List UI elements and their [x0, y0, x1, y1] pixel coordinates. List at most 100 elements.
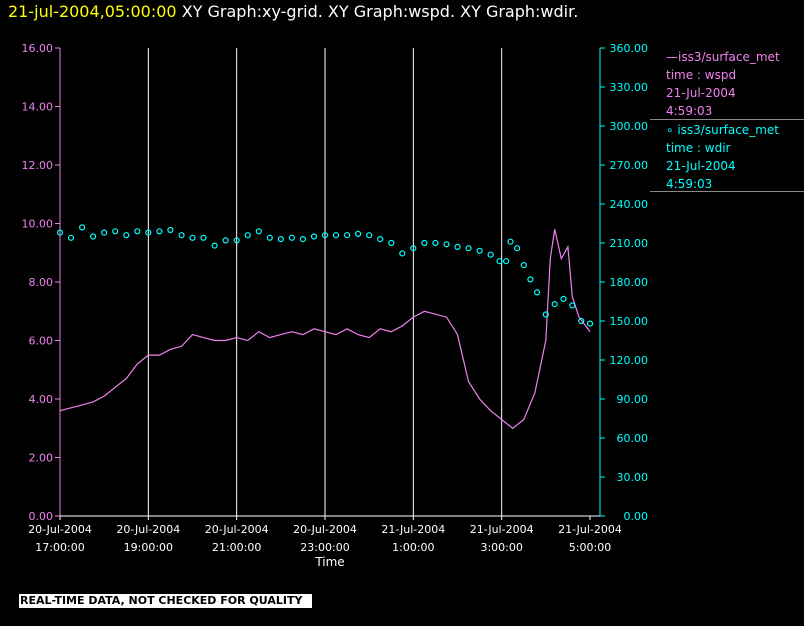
wdir-point — [513, 245, 521, 252]
wdir-point — [366, 232, 373, 239]
right-tick-label: 270.00 — [610, 159, 649, 172]
legend-marker-swatch: ∘ — [666, 123, 678, 137]
x-tick-label-date: 21-Jul-2004 — [381, 523, 445, 536]
quality-notice: REAL-TIME DATA, NOT CHECKED FOR QUALITY — [19, 594, 312, 608]
x-tick-label-date: 20-Jul-2004 — [28, 523, 92, 536]
right-tick-label: 300.00 — [610, 120, 649, 133]
legend-wdir-time: 4:59:03 — [666, 177, 713, 191]
right-tick-label: 30.00 — [617, 471, 649, 484]
wdir-point — [189, 234, 196, 241]
wdir-point — [476, 247, 483, 254]
wdir-point — [421, 239, 428, 247]
x-tick-label-time: 3:00:00 — [480, 541, 522, 554]
wdir-point — [255, 228, 262, 235]
x-tick-label-time: 17:00:00 — [35, 541, 84, 554]
x-tick-label-time: 23:00:00 — [300, 541, 349, 554]
wdir-point — [156, 228, 163, 235]
wdir-point — [578, 317, 585, 325]
right-tick-label: 210.00 — [610, 237, 649, 250]
left-tick-label: 4.00 — [29, 393, 54, 406]
x-tick-label-date: 21-Jul-2004 — [470, 523, 534, 536]
y-axis-ticks: 0.00 2.00 4.00 6.00 8.00 10.00 12.00 14.00 16.00… — [22, 42, 649, 523]
right-tick-label: 0.00 — [624, 510, 649, 523]
right-tick-label: 90.00 — [617, 393, 649, 406]
left-tick-label: 12.00 — [22, 159, 54, 172]
wdir-point — [432, 239, 439, 247]
wspd-line — [59, 229, 591, 430]
x-axis-ticks: 20-Jul-2004 17:00:00 20-Jul-2004 19:00:00 20… — [28, 516, 622, 554]
legend-wspd: —iss3/surface_met time : wspd 21-Jul-200… — [666, 48, 780, 120]
wdir-point — [496, 258, 503, 265]
wdir-point — [310, 233, 318, 240]
right-tick-label: 150.00 — [610, 315, 649, 328]
wdir-point — [332, 232, 340, 239]
wdir-point — [344, 232, 351, 239]
wdir-point — [211, 242, 218, 249]
right-tick-label: 360.00 — [610, 42, 649, 55]
wdir-point — [465, 245, 472, 252]
wdir-point — [167, 226, 174, 234]
wdir-point — [586, 320, 594, 327]
legend-divider — [650, 119, 804, 120]
wdir-point — [123, 232, 130, 239]
wdir-point — [551, 301, 558, 308]
wdir-point — [443, 241, 450, 248]
wdir-point — [487, 251, 494, 258]
legend-wdir-date: 21-Jul-2004 — [666, 159, 736, 173]
wdir-point — [101, 229, 108, 236]
x-tick-label-date: 20-Jul-2004 — [116, 523, 180, 536]
left-tick-label: 10.00 — [22, 218, 54, 231]
vertical-grid — [147, 48, 503, 516]
wdir-point — [377, 236, 384, 243]
wdir-point — [388, 239, 395, 247]
wdir-point — [288, 234, 295, 241]
axes — [59, 48, 601, 517]
left-tick-label: 6.00 — [29, 335, 54, 348]
wdir-point — [503, 258, 510, 265]
wdir-point — [200, 234, 207, 241]
left-tick-label: 16.00 — [22, 42, 54, 55]
wdir-point — [527, 276, 534, 283]
wdir-point — [266, 234, 273, 241]
wdir-point — [78, 224, 86, 231]
title-timestamp: 21-jul-2004,05:00:00 — [8, 2, 177, 21]
wdir-point — [299, 236, 306, 243]
x-tick-label-time: 5:00:00 — [569, 541, 611, 554]
wdir-point — [56, 229, 64, 236]
wdir-point — [134, 228, 141, 235]
wdir-point — [89, 233, 97, 240]
x-tick-label-date: 20-Jul-2004 — [205, 523, 269, 536]
wdir-point — [222, 237, 229, 244]
right-tick-label: 120.00 — [610, 354, 649, 367]
wdir-point — [244, 232, 251, 239]
right-tick-label: 60.00 — [617, 432, 649, 445]
wdir-point — [67, 234, 75, 241]
wdir-point — [520, 262, 527, 269]
right-tick-label: 330.00 — [610, 81, 649, 94]
wdir-point — [112, 228, 119, 235]
wdir-point — [145, 229, 152, 236]
wdir-point — [321, 232, 329, 239]
legend-wdir-name: ∘ iss3/surface_met — [666, 123, 779, 137]
x-axis-label: Time — [314, 555, 344, 569]
wdir-point — [233, 237, 240, 244]
left-tick-label: 0.00 — [29, 510, 54, 523]
legend-wspd-name: —iss3/surface_met — [666, 50, 780, 64]
x-tick-label-time: 19:00:00 — [124, 541, 173, 554]
x-tick-label-time: 1:00:00 — [392, 541, 434, 554]
wdir-point — [533, 289, 541, 296]
legend-wdir: ∘ iss3/surface_met time : wdir 21-Jul-20… — [666, 121, 779, 193]
legend-wspd-var: time : wspd — [666, 68, 737, 82]
wdir-point — [569, 302, 576, 309]
wdir-point — [277, 236, 284, 243]
series — [56, 224, 594, 430]
wdir-point — [178, 232, 185, 239]
title-graphs: XY Graph:xy-grid. XY Graph:wspd. XY Grap… — [181, 2, 579, 21]
wdir-point — [507, 238, 514, 245]
wdir-point — [410, 245, 417, 252]
x-tick-label-date: 21-Jul-2004 — [558, 523, 622, 536]
right-tick-label: 240.00 — [610, 198, 649, 211]
left-tick-label: 8.00 — [29, 276, 54, 289]
x-tick-label-date: 20-Jul-2004 — [293, 523, 357, 536]
x-tick-label-time: 21:00:00 — [212, 541, 261, 554]
